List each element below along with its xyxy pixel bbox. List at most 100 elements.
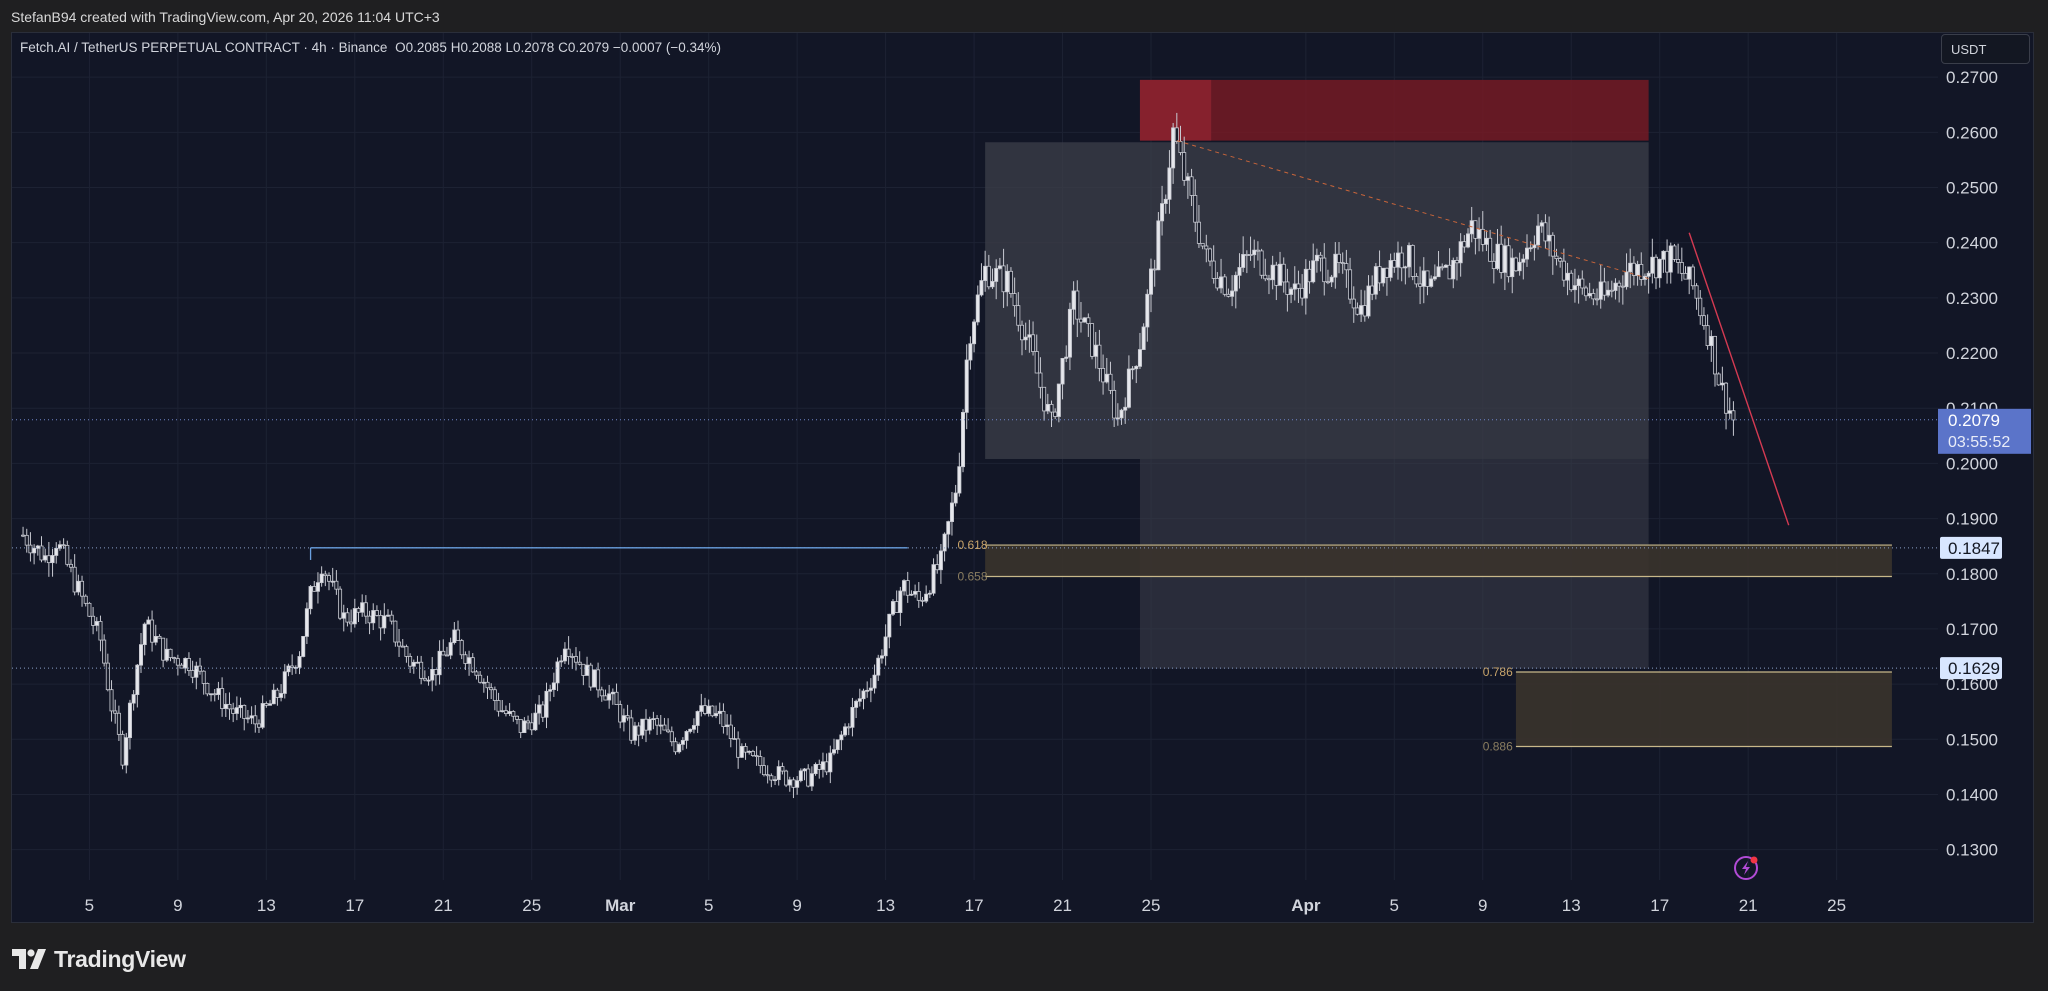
candle-body bbox=[1668, 245, 1673, 273]
candle-body bbox=[349, 621, 354, 625]
candle-body bbox=[632, 725, 637, 741]
candle-body bbox=[1101, 368, 1106, 383]
candle-body bbox=[1488, 237, 1493, 262]
candle-body bbox=[363, 602, 368, 617]
candle-body bbox=[441, 650, 446, 656]
candle-body bbox=[610, 691, 615, 695]
candle-body bbox=[1436, 266, 1441, 278]
candle-body bbox=[629, 717, 634, 741]
candle-body bbox=[1631, 262, 1636, 276]
candle-body bbox=[1447, 264, 1452, 280]
candle-body bbox=[1344, 263, 1349, 271]
candle-body bbox=[961, 411, 966, 468]
candle-body bbox=[942, 533, 947, 552]
time-axis[interactable]: 5 9 13 17 21 25 Mar 5 9 13 17 21 25 Apr 5 9 13 17 21 25 bbox=[85, 896, 1846, 915]
candle-body bbox=[861, 690, 866, 700]
candle-body bbox=[736, 738, 741, 758]
candle-body bbox=[319, 573, 324, 584]
symbol-title[interactable]: Fetch.AI / TetherUS PERPETUAL CONTRACT ·… bbox=[20, 40, 388, 55]
candle-body bbox=[750, 751, 755, 756]
candle-body bbox=[227, 703, 232, 710]
candle-body bbox=[1543, 222, 1548, 242]
candle-body bbox=[776, 766, 781, 781]
candle-body bbox=[1709, 335, 1714, 346]
tradingview-logo[interactable]: TradingView bbox=[12, 943, 186, 975]
time-tick-label: 13 bbox=[257, 896, 276, 915]
candle-body bbox=[1392, 260, 1397, 268]
candle-body bbox=[1005, 270, 1010, 293]
candle-body bbox=[400, 645, 405, 648]
candle-body bbox=[1683, 272, 1688, 280]
level-price-label: 0.1847 bbox=[1948, 539, 2000, 558]
candle-body bbox=[1466, 233, 1471, 248]
currency-selector[interactable]: USDT bbox=[1941, 34, 2030, 64]
ohlc-close: C0.2079 bbox=[558, 40, 610, 55]
candle-body bbox=[87, 602, 92, 617]
candle-body bbox=[1259, 250, 1264, 276]
candle-body bbox=[500, 710, 505, 713]
candle-body bbox=[1536, 225, 1541, 246]
candle-body bbox=[1399, 252, 1404, 269]
candle-body bbox=[385, 614, 390, 617]
candle-body bbox=[1008, 270, 1013, 294]
candle-body bbox=[714, 713, 719, 717]
candle-body bbox=[1395, 252, 1400, 268]
candle-body bbox=[304, 608, 309, 637]
candle-body bbox=[1359, 305, 1364, 315]
candle-body bbox=[1241, 254, 1246, 268]
candle-body bbox=[212, 693, 217, 696]
candle-body bbox=[1237, 267, 1242, 276]
candle-body bbox=[374, 610, 379, 616]
price-axis[interactable]: 0.1300 0.1400 0.1500 0.1600 0.1700 0.1800 0.19… bbox=[1946, 68, 1998, 860]
candle-body bbox=[839, 734, 844, 741]
candle-body bbox=[1429, 278, 1434, 287]
candle-body bbox=[220, 688, 225, 709]
drawing-boxes[interactable] bbox=[985, 79, 1892, 748]
candle-body bbox=[1554, 255, 1559, 260]
tradingview-logo-icon bbox=[12, 949, 46, 969]
candle-body bbox=[378, 614, 383, 629]
candle-body bbox=[1016, 305, 1021, 326]
candle-body bbox=[245, 717, 250, 720]
candle-body bbox=[1038, 372, 1043, 388]
candle-body bbox=[592, 669, 597, 688]
candle-body bbox=[1639, 264, 1644, 280]
candle-body bbox=[526, 720, 531, 724]
candle-body bbox=[1539, 222, 1544, 227]
candle-body bbox=[1082, 317, 1087, 323]
candle-body bbox=[1701, 315, 1706, 327]
candle-body bbox=[1160, 203, 1165, 222]
candle-body bbox=[835, 739, 840, 751]
candle-body bbox=[599, 689, 604, 697]
time-tick-label: 9 bbox=[1478, 896, 1487, 915]
candle-body bbox=[1130, 368, 1135, 371]
candle-body bbox=[953, 492, 958, 504]
candle-body bbox=[161, 637, 166, 661]
candle-body bbox=[312, 586, 317, 592]
lightning-alert-icon[interactable] bbox=[1734, 856, 1758, 880]
candle-body bbox=[673, 741, 678, 753]
candle-body bbox=[43, 555, 48, 561]
candle-body bbox=[924, 593, 929, 602]
drawing-lines[interactable]: 0.618 0.658 0.786 0.886 bbox=[12, 140, 1938, 754]
price-tick-label: 0.1600 bbox=[1946, 675, 1998, 694]
candle-body bbox=[83, 595, 88, 604]
candle-body bbox=[1219, 276, 1224, 289]
candle-body bbox=[282, 671, 287, 694]
candle-body bbox=[1480, 228, 1485, 245]
candle-body bbox=[1226, 293, 1231, 297]
fib-label-0-786: 0.786 bbox=[1483, 665, 1513, 679]
candle-body bbox=[1495, 243, 1500, 269]
candle-body bbox=[832, 749, 837, 754]
candle-body bbox=[533, 712, 538, 731]
candle-body bbox=[24, 534, 29, 546]
candle-body bbox=[308, 586, 313, 610]
fib_zone-box bbox=[985, 545, 1892, 577]
candle-body bbox=[448, 642, 453, 656]
candle-body bbox=[1034, 351, 1039, 374]
candle-body bbox=[824, 761, 829, 773]
candle-body bbox=[271, 689, 276, 705]
candle-body bbox=[1049, 404, 1054, 413]
price-tick-label: 0.2200 bbox=[1946, 344, 1998, 363]
